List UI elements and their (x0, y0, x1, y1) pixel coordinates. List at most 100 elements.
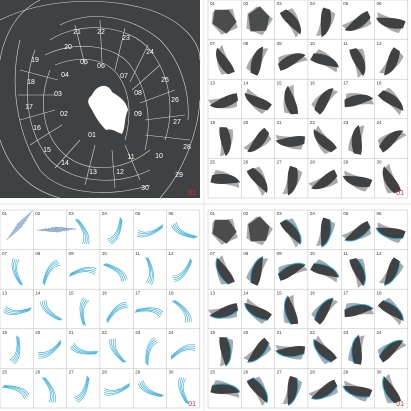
stroke (137, 226, 163, 236)
region-label: 24 (146, 49, 154, 56)
shape (278, 263, 306, 281)
cell-label: 20 (243, 330, 249, 335)
shape (284, 85, 299, 115)
cell-figure (9, 335, 21, 365)
cell-label: 30 (169, 370, 175, 375)
cell-figure (69, 266, 97, 278)
shape (212, 219, 237, 244)
stroke (114, 338, 127, 363)
cell-figure (313, 335, 337, 365)
cell-figure (171, 221, 198, 239)
cell-figure (348, 334, 365, 365)
region-label: 12 (116, 169, 124, 176)
stroke (3, 385, 28, 397)
stroke (2, 386, 27, 398)
shape-edge (275, 350, 305, 358)
stroke (147, 257, 153, 285)
shape (248, 216, 270, 242)
cell-label: 29 (343, 160, 349, 165)
cell-figure (42, 259, 61, 286)
stroke (4, 384, 30, 396)
cell-label: 18 (377, 290, 383, 295)
cell-label: 17 (135, 290, 141, 295)
region-label: 22 (97, 29, 105, 36)
stroke (1, 387, 25, 400)
shape-edge (382, 376, 395, 404)
cell-label: 15 (277, 80, 283, 85)
stroke (69, 269, 96, 277)
shape-edge (212, 383, 241, 393)
region-label: 15 (43, 147, 51, 154)
cell-figure (310, 259, 340, 283)
cell-label: 26 (243, 370, 249, 375)
shape (349, 48, 366, 77)
shape (377, 300, 404, 321)
region-label: 28 (183, 144, 191, 151)
stroke (136, 307, 164, 313)
region-label: 19 (31, 57, 39, 64)
cell-label: 03 (277, 1, 283, 6)
stroke (106, 303, 128, 322)
shape (216, 257, 235, 285)
shape (247, 127, 270, 152)
shape (344, 11, 371, 31)
stroke (137, 227, 163, 238)
shape (376, 17, 406, 29)
center-blob (88, 85, 128, 134)
cell-label: 05 (135, 211, 141, 216)
cell-label: 08 (243, 251, 249, 256)
cell-figure (246, 46, 269, 76)
stroke (37, 340, 62, 353)
cell-label: 19 (210, 330, 216, 335)
region-label: 21 (73, 29, 81, 36)
cell-label: 13 (210, 80, 216, 85)
shape (311, 169, 338, 190)
cell-figure (375, 222, 406, 244)
region-label: 10 (155, 153, 163, 160)
stroke (44, 377, 56, 403)
cell-label: 17 (343, 80, 349, 85)
stroke (79, 297, 84, 325)
cell-figure (278, 53, 308, 71)
cell-label: 10 (102, 251, 108, 256)
region-label: 20 (64, 44, 72, 51)
stroke (77, 219, 90, 245)
region-label: 14 (61, 160, 69, 167)
cell-figure (277, 262, 308, 281)
cell-figure (145, 256, 155, 285)
stroke (76, 219, 88, 245)
region-label: 27 (173, 119, 181, 126)
cell-label: 08 (35, 251, 41, 256)
shape (279, 9, 301, 35)
cell-label: 02 (243, 211, 249, 216)
cell-figure (208, 303, 239, 319)
stroke (110, 219, 123, 245)
stroke (44, 264, 61, 286)
shape (209, 93, 239, 109)
cell-label: 28 (310, 370, 316, 375)
stroke (172, 259, 192, 279)
stroke (142, 380, 165, 396)
cell-figure (275, 344, 306, 360)
stroke (69, 271, 95, 278)
stroke (170, 349, 196, 360)
stroke (103, 385, 130, 396)
stroke (4, 307, 31, 313)
cell-figure (344, 93, 374, 107)
stroke (109, 338, 124, 363)
stroke (72, 344, 98, 353)
stroke (170, 345, 196, 358)
cell-label: 27 (277, 370, 283, 375)
region-label: 05 (80, 59, 88, 66)
shape (246, 377, 268, 404)
shape-edge (344, 227, 371, 242)
stroke (137, 225, 164, 235)
cell-figure (102, 263, 128, 283)
cell-label: 30 (377, 370, 383, 375)
cell-figure (377, 87, 404, 116)
region-label: 17 (25, 104, 33, 111)
cell-label: 11 (343, 41, 348, 46)
shape-edge (342, 385, 370, 398)
cell-label: 04 (102, 211, 108, 216)
stroke (108, 217, 122, 242)
